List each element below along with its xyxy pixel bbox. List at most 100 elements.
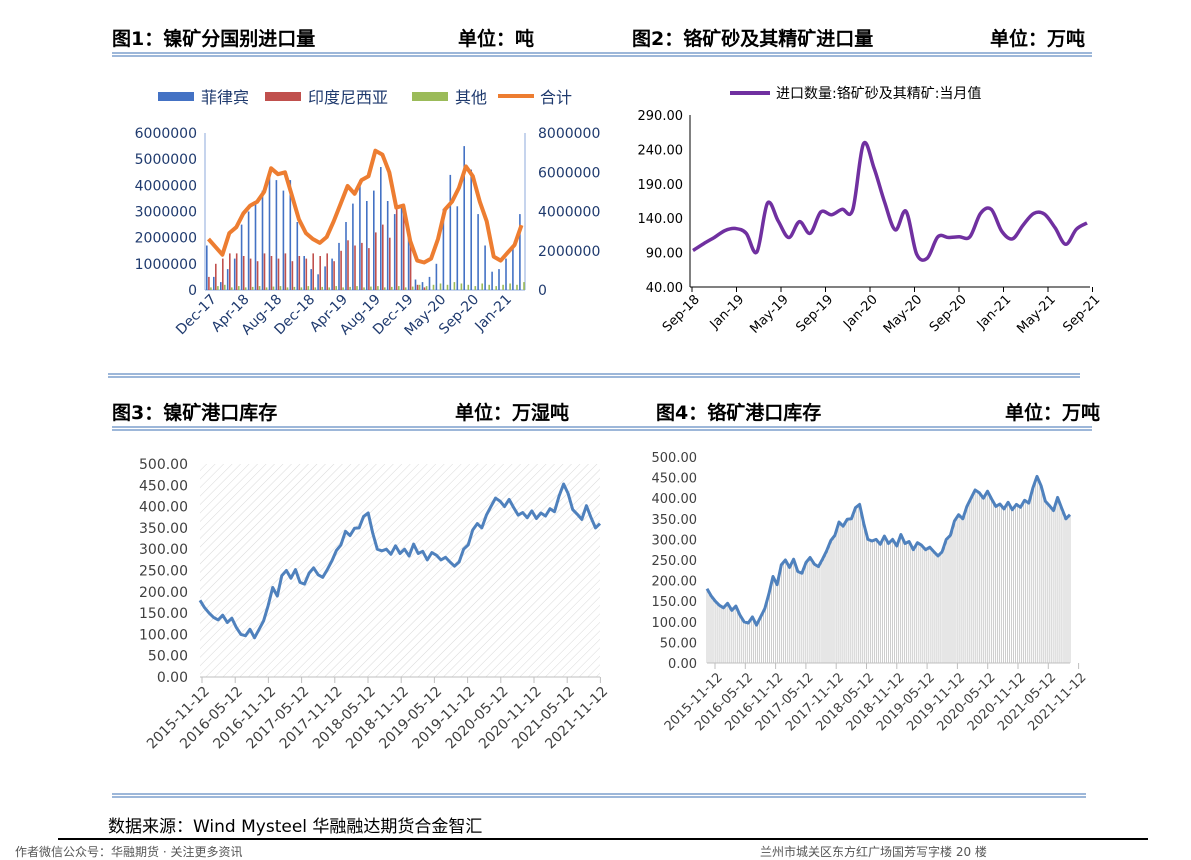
fig1-bar-philippines [206, 245, 208, 290]
fig1-bar-others [286, 287, 289, 290]
footer-line [58, 838, 1148, 840]
fig1-bar-indonesia [208, 276, 210, 290]
fig1-bar-indonesia [305, 258, 308, 290]
fig1-bar-philippines [213, 276, 215, 290]
fig3-unit: 单位：万湿吨 [455, 402, 570, 424]
fig1-bar-philippines [275, 180, 278, 290]
fig2-x-tick: Jan-19 [707, 292, 748, 333]
fig1-bar-indonesia [222, 258, 224, 290]
fig1-bar-others [474, 286, 477, 290]
fig1-bar-others [398, 286, 400, 290]
fig1-bar-indonesia [277, 258, 280, 290]
header-rule-2 [112, 426, 1092, 431]
fig1-bar-philippines [428, 276, 431, 290]
fig1-bar-indonesia [319, 256, 321, 290]
fig1-bar-others [439, 283, 442, 290]
fig1-bar-indonesia [423, 287, 426, 290]
fig1-left-tick: 1000000 [135, 257, 197, 273]
fig1-legend-swatch [265, 92, 301, 101]
fig2-y-tick: 90.00 [646, 247, 683, 262]
fig1-bar-philippines [359, 180, 361, 290]
fig1-bar-others [231, 287, 233, 290]
fig4-y-tick: 250.00 [652, 554, 698, 569]
fig1-bar-philippines [512, 245, 514, 290]
fig1-bar-philippines [393, 214, 396, 290]
fig1-bar-indonesia [382, 224, 384, 290]
fig1-bar-others [349, 286, 351, 290]
fig2-y-tick: 290.00 [638, 109, 684, 124]
fig1-bar-philippines [352, 203, 354, 290]
fig1-legend-label: 其他 [455, 88, 487, 107]
fig1-bar-others [432, 284, 435, 290]
fig1-bar-others [523, 282, 525, 290]
fig1-bar-others [377, 286, 379, 290]
fig1-right-tick: 8000000 [538, 126, 600, 142]
fig1-bar-others [210, 287, 212, 290]
fig1-bar-philippines [477, 214, 479, 290]
fig1-bar-indonesia [375, 232, 377, 290]
fig1-bar-philippines [421, 282, 424, 290]
fig1-bar-others [411, 286, 414, 290]
fig2-x-tick: May-19 [747, 292, 791, 336]
fig1-bar-others [453, 282, 456, 290]
fig3-y-tick: 200.00 [139, 585, 188, 601]
fig1-left-tick: 0 [188, 283, 197, 299]
fig2-line [692, 140, 1088, 262]
fig1-bar-philippines [254, 203, 257, 290]
fig1-bar-indonesia [270, 256, 273, 290]
fig2-x-tick: May-20 [881, 292, 925, 336]
fig1-bar-others [244, 287, 247, 290]
fig1-bar-philippines [317, 274, 319, 290]
fig2-legend-label: 进口数量:铬矿砂及其精矿:当月值 [776, 86, 981, 102]
fig4-y-tick: 50.00 [660, 636, 697, 651]
fig3-y-tick: 350.00 [139, 521, 188, 537]
fig1-bar-philippines [310, 269, 312, 290]
fig1-bar-others [335, 286, 337, 290]
fig3-y-tick: 400.00 [139, 500, 188, 516]
fig1-bar-indonesia [284, 253, 287, 290]
fig1-line-total [207, 148, 524, 265]
fig1-bar-philippines [233, 258, 236, 290]
fig1-bar-indonesia [409, 237, 412, 290]
fig1-bar-philippines [345, 222, 347, 290]
fig1-left-tick: 3000000 [135, 205, 197, 221]
fig1-bar-philippines [449, 174, 452, 290]
fig4-y-tick: 350.00 [652, 513, 698, 528]
fig1-left-tick: 4000000 [135, 178, 197, 194]
fig1-bar-others [258, 286, 261, 290]
fig3-title: 图3：镍矿港口库存 [112, 402, 278, 424]
fig1-bar-philippines [366, 201, 368, 290]
fig1-bar-philippines [519, 214, 521, 290]
fig1-bar-others [321, 286, 323, 290]
fig1-bar-philippines [268, 174, 271, 290]
fig1-bar-others [328, 287, 330, 290]
fig2-x-tick: Sep-20 [927, 292, 970, 335]
fig1-legend-swatch [412, 92, 448, 101]
fig1-bar-indonesia [361, 242, 363, 290]
fig3-y-tick: 0.00 [157, 670, 188, 686]
fig1-bar-philippines [484, 245, 486, 290]
fig1-bar-philippines [435, 263, 438, 290]
fig2-x-tick: Sep-19 [793, 292, 836, 335]
fig3-line [198, 482, 602, 640]
fig1-bar-philippines [220, 282, 222, 290]
fig1-legend-label: 菲律宾 [201, 88, 249, 107]
fig1-legend-label: 合计 [540, 88, 572, 107]
fig1-bar-others [251, 286, 254, 290]
fig1-bar-others [446, 284, 449, 290]
fig1-bar-indonesia [256, 261, 259, 290]
fig1-bar-others [217, 286, 219, 290]
fig1-bar-philippines [407, 237, 410, 290]
fig1-bar-indonesia [263, 253, 266, 290]
fig3-y-tick: 500.00 [139, 457, 188, 473]
fig1-bar-others [279, 286, 282, 290]
fig1-bar-others [384, 287, 386, 290]
fig1-bar-others [467, 284, 470, 290]
fig1-bar-indonesia [333, 261, 335, 290]
fig1-bar-indonesia [354, 245, 356, 290]
fig1-title: 图1：镍矿分国别进口量 [112, 28, 316, 50]
fig1-bar-indonesia [242, 256, 245, 290]
fig1-bar-philippines [289, 180, 292, 290]
fig1-bar-others [509, 283, 511, 290]
fig1-right-tick: 4000000 [538, 205, 600, 221]
